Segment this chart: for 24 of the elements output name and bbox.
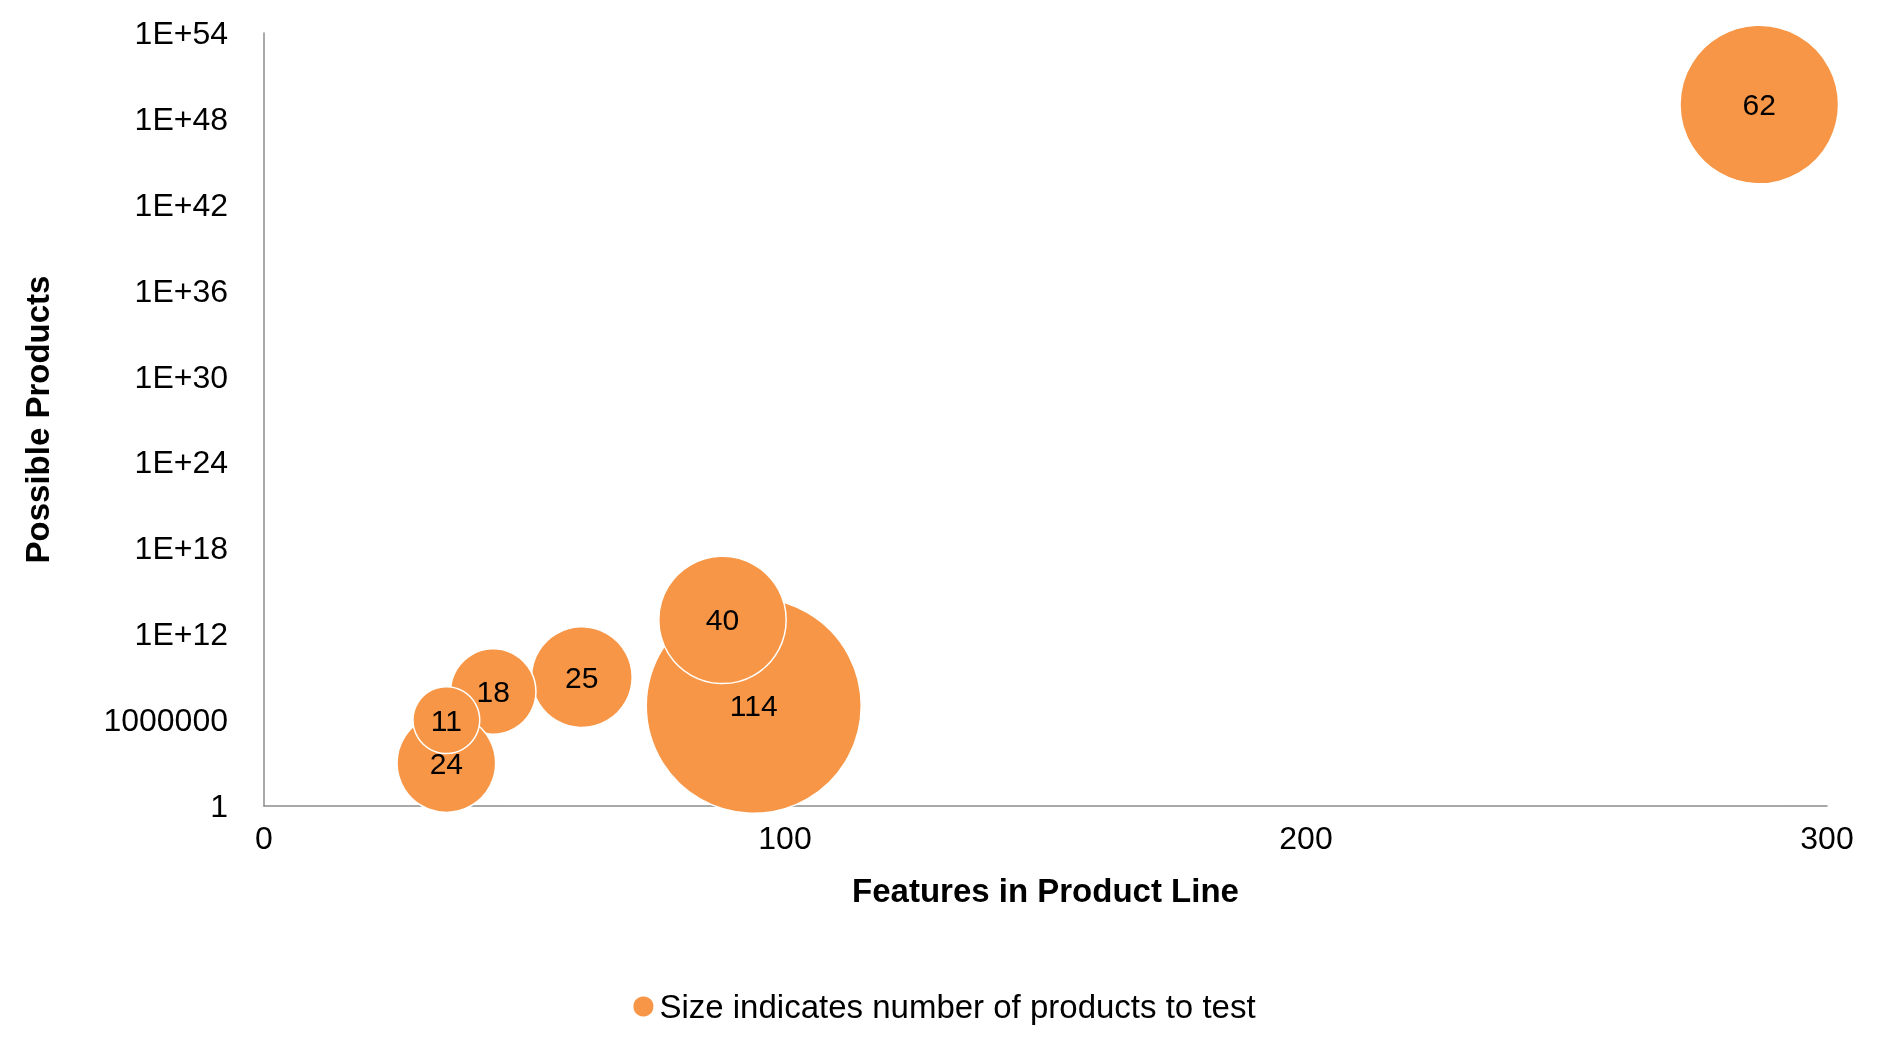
data-label: 25 [565,660,599,694]
data-label: 18 [476,674,510,708]
y-tick-label: 1000000 [103,702,228,739]
y-tick-label: 1 [210,788,228,824]
data-label: 11 [430,703,462,737]
legend-label: Size indicates number of products to test [659,988,1256,1025]
y-axis-title: Possible Products [19,275,56,564]
data-label: 114 [729,689,778,723]
x-tick-label: 200 [1279,820,1333,856]
x-axis-title: Features in Product Line [852,872,1239,909]
x-tick-label: 0 [255,820,273,856]
y-tick-label: 1E+18 [134,530,228,567]
data-label: 40 [705,603,740,637]
y-tick-label: 1E+36 [134,272,228,309]
y-tick-label: 1E+54 [134,15,228,51]
y-tick-label: 1E+42 [134,186,228,223]
x-tick-label: 100 [758,820,812,856]
data-label: 62 [1742,88,1776,122]
y-tick-label: 1E+48 [134,100,228,137]
y-tick-label: 1E+24 [134,444,228,481]
data-label: 24 [429,746,464,780]
y-tick-label: 1E+30 [134,358,228,395]
y-tick-label: 1E+12 [134,616,228,653]
x-tick-label: 300 [1800,820,1854,856]
